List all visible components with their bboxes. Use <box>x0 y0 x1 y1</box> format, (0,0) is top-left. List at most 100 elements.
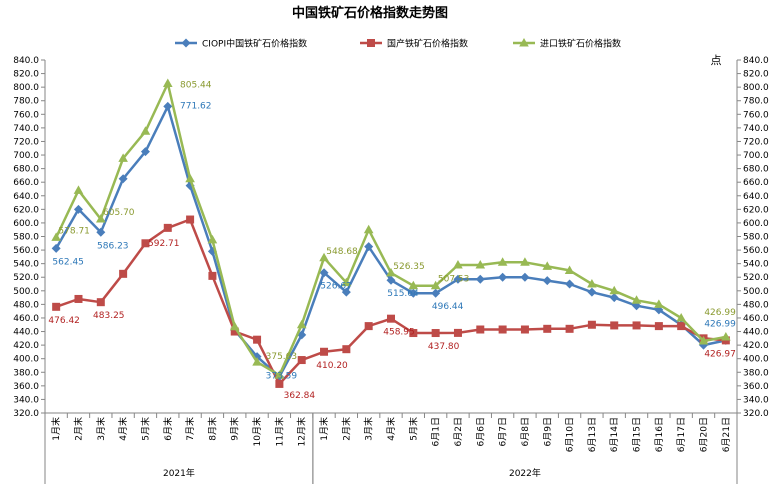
data-point <box>186 215 195 224</box>
year-label: 2022年 <box>509 467 541 479</box>
data-point <box>52 302 61 311</box>
y-tick-label-left: 780.0 <box>13 97 39 107</box>
data-label: 526.35 <box>393 262 425 272</box>
y-tick-label-left: 700.0 <box>13 151 39 161</box>
data-point <box>51 243 61 253</box>
legend-item-2: 进口铁矿石价格指数 <box>513 38 621 50</box>
data-label: 578.71 <box>58 226 90 236</box>
y-tick-label-left: 540.0 <box>13 260 39 270</box>
legend-item-0: CIOPI中国铁矿石价格指数 <box>175 38 307 50</box>
y-tick-label-left: 620.0 <box>13 205 39 215</box>
y-tick-label-right: 420.0 <box>743 341 769 351</box>
y-tick-label-right: 780.0 <box>743 97 769 107</box>
data-point <box>364 322 373 331</box>
data-point <box>207 234 218 244</box>
data-label: 426.99 <box>704 308 736 318</box>
data-point <box>453 260 463 269</box>
data-point <box>162 78 173 87</box>
y-tick-label-left: 460.0 <box>13 314 39 324</box>
y-tick-label-right: 560.0 <box>743 246 769 256</box>
data-label: 476.42 <box>48 316 80 326</box>
y-tick-label-right: 360.0 <box>743 382 769 392</box>
data-label: 526.67 <box>320 282 352 292</box>
data-point <box>431 288 441 298</box>
data-point <box>654 322 663 331</box>
x-tick-label: 6月17日 <box>676 417 687 452</box>
axes: 320.0 320.0 340.0 340.0 360.0 360.0 380.0 380.0… <box>13 56 769 484</box>
y-tick-label-right: 840.0 <box>743 56 769 66</box>
data-point <box>654 299 664 308</box>
data-point <box>229 321 240 331</box>
data-point <box>367 39 375 47</box>
legend-item-1: 国产铁矿石价格指数 <box>360 38 468 50</box>
y-tick-label-right: 340.0 <box>743 395 769 405</box>
data-point <box>253 335 262 344</box>
data-point <box>587 279 597 288</box>
y-tick-label-left: 320.0 <box>13 409 39 419</box>
data-point <box>141 239 150 248</box>
data-point <box>341 277 352 287</box>
y-tick-label-left: 600.0 <box>13 219 39 229</box>
data-point <box>476 325 485 334</box>
x-tick-label: 6月10日 <box>565 417 576 452</box>
x-tick-label: 6月14日 <box>609 417 620 452</box>
data-point <box>208 271 217 280</box>
x-tick-label: 6月13日 <box>587 417 598 452</box>
y-tick-label-left: 800.0 <box>13 83 39 93</box>
y-tick-label-left: 520.0 <box>13 273 39 283</box>
x-tick-label: 6月16日 <box>654 417 665 452</box>
y-tick-label-left: 440.0 <box>13 328 39 338</box>
y-tick-label-right: 520.0 <box>743 273 769 283</box>
data-point <box>96 298 105 307</box>
legend-label: CIOPI中国铁矿石价格指数 <box>202 38 307 50</box>
x-tick-label: 3月末 <box>95 417 107 441</box>
data-point <box>430 280 441 290</box>
data-label: 496.44 <box>432 302 464 312</box>
y-tick-label-right: 380.0 <box>743 368 769 378</box>
legend-label: 进口铁矿石价格指数 <box>540 38 621 50</box>
data-label: 586.23 <box>97 241 129 251</box>
y-tick-label-left: 340.0 <box>13 395 39 405</box>
data-point <box>364 242 374 252</box>
x-tick-label: 6月9日 <box>542 417 553 446</box>
x-tick-label: 6月6日 <box>475 417 486 446</box>
x-tick-label: 6月21日 <box>721 417 732 452</box>
data-label: 426.99 <box>704 319 736 329</box>
x-tick-label: 4月末 <box>385 417 397 441</box>
x-tick-label: 6月20日 <box>699 417 710 452</box>
data-point <box>565 324 574 333</box>
y-tick-label-left: 820.0 <box>13 70 39 80</box>
x-tick-label: 1月末 <box>50 417 62 441</box>
data-point <box>632 321 641 330</box>
data-point <box>698 336 709 345</box>
data-point <box>363 224 374 234</box>
data-point <box>721 331 731 341</box>
x-tick-label: 6月2日 <box>453 417 464 446</box>
data-point <box>631 295 642 304</box>
data-point <box>565 279 575 289</box>
data-point <box>609 285 620 295</box>
y-tick-label-right: 580.0 <box>743 233 769 243</box>
data-point <box>96 227 106 237</box>
series-0 <box>51 101 731 382</box>
y-tick-label-left: 660.0 <box>13 178 39 188</box>
data-label: 373.59 <box>266 372 298 382</box>
y-tick-label-left: 400.0 <box>13 355 39 365</box>
y-tick-label-right: 500.0 <box>743 287 769 297</box>
data-point <box>73 185 84 194</box>
x-tick-label: 11月末 <box>273 417 285 446</box>
x-tick-label: 5月末 <box>139 417 151 441</box>
data-point <box>274 370 285 379</box>
data-point <box>498 325 507 334</box>
data-point <box>118 174 128 184</box>
data-point <box>252 357 262 366</box>
data-label: 437.80 <box>428 342 460 352</box>
data-label: 515.64 <box>387 289 419 299</box>
y-tick-label-left: 640.0 <box>13 192 39 202</box>
y-tick-label-right: 480.0 <box>743 300 769 310</box>
data-label: 410.20 <box>316 361 348 371</box>
data-point <box>297 356 306 365</box>
y-tick-label-right: 620.0 <box>743 205 769 215</box>
data-point <box>542 276 552 286</box>
data-point <box>163 223 172 232</box>
